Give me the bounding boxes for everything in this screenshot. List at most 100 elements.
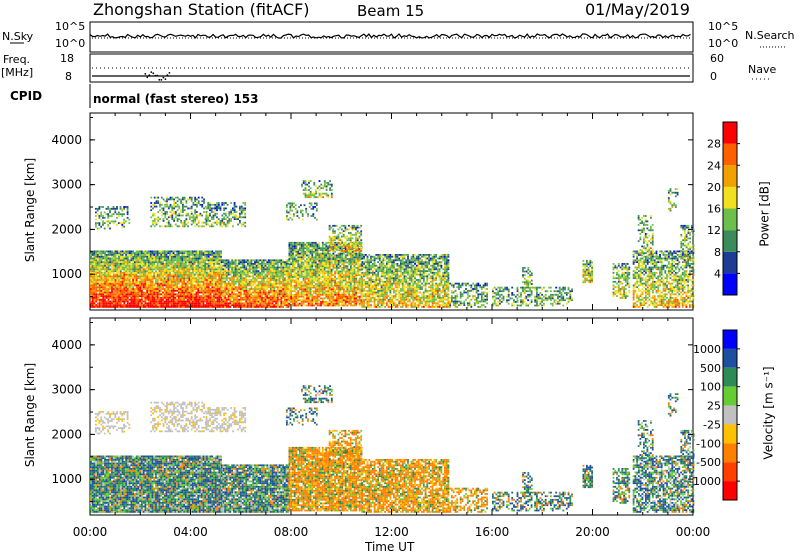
power-cell <box>278 282 281 285</box>
power-cell <box>293 286 296 289</box>
power-cell <box>181 259 184 262</box>
power-cell <box>116 291 119 294</box>
power-cell <box>290 295 292 298</box>
power-cell <box>299 274 301 276</box>
power-cell <box>297 241 300 244</box>
power-cell <box>149 270 152 272</box>
power-cell <box>311 290 314 293</box>
power-cell <box>330 304 333 307</box>
power-cell <box>255 297 258 299</box>
power-cell <box>197 277 200 280</box>
power-cell <box>328 302 331 305</box>
power-cell <box>343 274 345 276</box>
power-cell <box>174 277 177 280</box>
power-cell <box>177 264 180 267</box>
power-cell <box>316 281 319 284</box>
power-cell <box>240 304 242 306</box>
power-cell <box>98 293 101 296</box>
power-cell <box>321 301 324 303</box>
power-cell <box>293 304 296 307</box>
power-cell <box>192 284 194 287</box>
power-cell <box>229 300 232 303</box>
power-cell <box>151 300 154 303</box>
power-cell <box>204 273 207 276</box>
power-cell <box>297 250 300 253</box>
power-cell <box>197 268 200 271</box>
power-cell <box>290 249 292 251</box>
power-cell <box>336 286 338 289</box>
power-cell <box>336 297 338 300</box>
power-cell <box>224 300 226 303</box>
power-cell <box>336 270 338 273</box>
power-cell <box>123 291 126 294</box>
power-cell <box>192 257 194 260</box>
power-cell <box>271 297 274 299</box>
power-cell <box>160 282 163 285</box>
power-cell <box>93 304 96 306</box>
power-cell <box>148 289 150 292</box>
power-cell <box>207 298 210 301</box>
power-cell <box>142 263 145 265</box>
power-cell <box>280 297 283 299</box>
power-cell <box>149 282 152 285</box>
power-cell <box>321 261 324 264</box>
power-cell <box>273 304 276 306</box>
power-cell <box>135 289 138 292</box>
power-cell <box>306 297 308 300</box>
power-cell <box>185 306 187 308</box>
power-cell <box>119 293 122 296</box>
power-cell <box>130 306 133 308</box>
power-cell <box>169 306 171 308</box>
power-cell <box>142 288 145 290</box>
power-cell <box>116 264 119 267</box>
power-cell <box>135 298 138 301</box>
power-cell <box>139 271 141 274</box>
power-cell <box>162 304 164 306</box>
power-cell <box>269 266 272 269</box>
power-cell <box>209 284 212 287</box>
power-cell <box>105 293 108 296</box>
power-cell <box>255 270 258 272</box>
power-cell <box>169 304 171 306</box>
power-cell <box>384 273 386 276</box>
power-cell <box>278 280 281 283</box>
power-cell <box>304 304 307 307</box>
power-cell <box>314 279 317 282</box>
power-cell <box>306 258 308 260</box>
power-cell <box>259 259 262 262</box>
power-cell <box>105 257 108 260</box>
power-cell <box>287 302 290 305</box>
power-cell <box>91 271 94 274</box>
power-cell <box>190 257 192 260</box>
power-cell <box>240 261 242 263</box>
power-cell <box>176 266 178 269</box>
power-cell <box>282 297 284 299</box>
power-cell <box>364 275 367 278</box>
power-cell <box>204 298 207 301</box>
power-cell <box>93 254 96 256</box>
power-cell <box>240 298 242 301</box>
power-cell <box>358 295 361 298</box>
power-cell <box>334 301 336 303</box>
power-cell <box>195 273 198 276</box>
power-cell <box>302 243 305 246</box>
power-cell <box>314 247 317 250</box>
power-cell <box>137 268 140 271</box>
power-cell <box>344 299 347 302</box>
power-cell <box>323 288 326 291</box>
power-cell <box>327 274 329 276</box>
power-cell <box>102 252 105 254</box>
power-cell <box>268 273 270 276</box>
power-cell <box>346 299 349 302</box>
power-cell <box>278 259 281 262</box>
power-cell <box>295 245 298 248</box>
power-cell <box>167 259 170 262</box>
power-cell <box>254 297 256 299</box>
power-cell <box>111 295 113 297</box>
power-cell <box>334 265 336 267</box>
power-cell <box>302 254 305 257</box>
power-cell <box>156 277 159 280</box>
power-cell <box>193 254 196 256</box>
power-cell <box>199 270 201 272</box>
power-cell <box>118 257 120 260</box>
